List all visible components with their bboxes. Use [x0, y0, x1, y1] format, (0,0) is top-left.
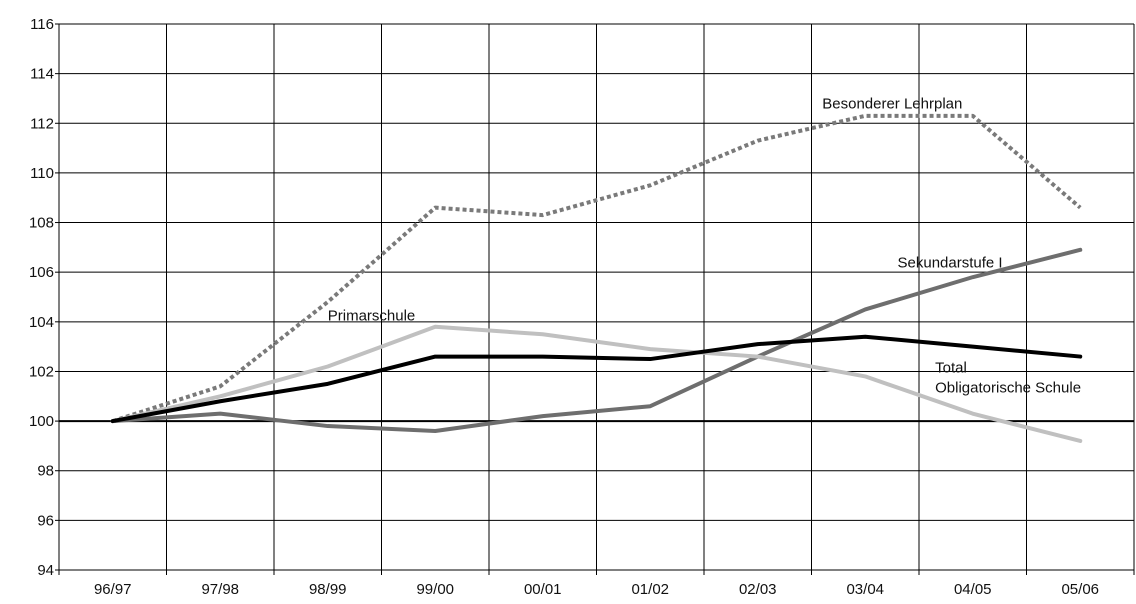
series-line-primarschule: [110, 324, 1083, 443]
y-tick-label: 96: [37, 512, 54, 529]
x-tick-label: 00/01: [524, 581, 562, 598]
series-line-besonderer-lehrplan: [112, 113, 1082, 423]
x-tick-label: 97/98: [201, 581, 239, 598]
x-tick-label: 04/05: [954, 581, 992, 598]
y-tick-label: 110: [30, 165, 54, 182]
y-tick-label: 106: [29, 264, 54, 281]
y-tick-label: 112: [30, 115, 54, 132]
series-line-sekundarstufe-i: [110, 247, 1083, 434]
grid: [55, 23, 1135, 575]
y-tick-label: 114: [30, 66, 54, 83]
y-tick-label: 102: [29, 363, 54, 380]
x-tick-label: 02/03: [739, 581, 777, 598]
y-tick-label: 98: [37, 463, 54, 480]
y-tick-label: 108: [29, 215, 54, 232]
series-line-total-obligatorische-schule: [110, 334, 1083, 424]
series-annotation: Sekundarstufe I: [898, 254, 1003, 271]
x-tick-label: 01/02: [631, 581, 669, 598]
x-tick-label: 05/06: [1061, 581, 1099, 598]
x-tick-label: 03/04: [846, 581, 884, 598]
y-tick-label: 116: [30, 16, 54, 33]
y-tick-label: 94: [37, 562, 54, 579]
series-annotation: Besonderer Lehrplan: [822, 95, 962, 112]
series-annotation: Obligatorische Schule: [935, 380, 1081, 397]
y-tick-label: 100: [29, 413, 54, 430]
x-tick-label: 99/00: [416, 581, 454, 598]
y-tick-label: 104: [29, 314, 54, 331]
series-annotation: Total: [935, 360, 967, 377]
x-tick-label: 96/97: [94, 581, 132, 598]
series-annotation: Primarschule: [328, 308, 416, 325]
x-tick-label: 98/99: [309, 581, 347, 598]
